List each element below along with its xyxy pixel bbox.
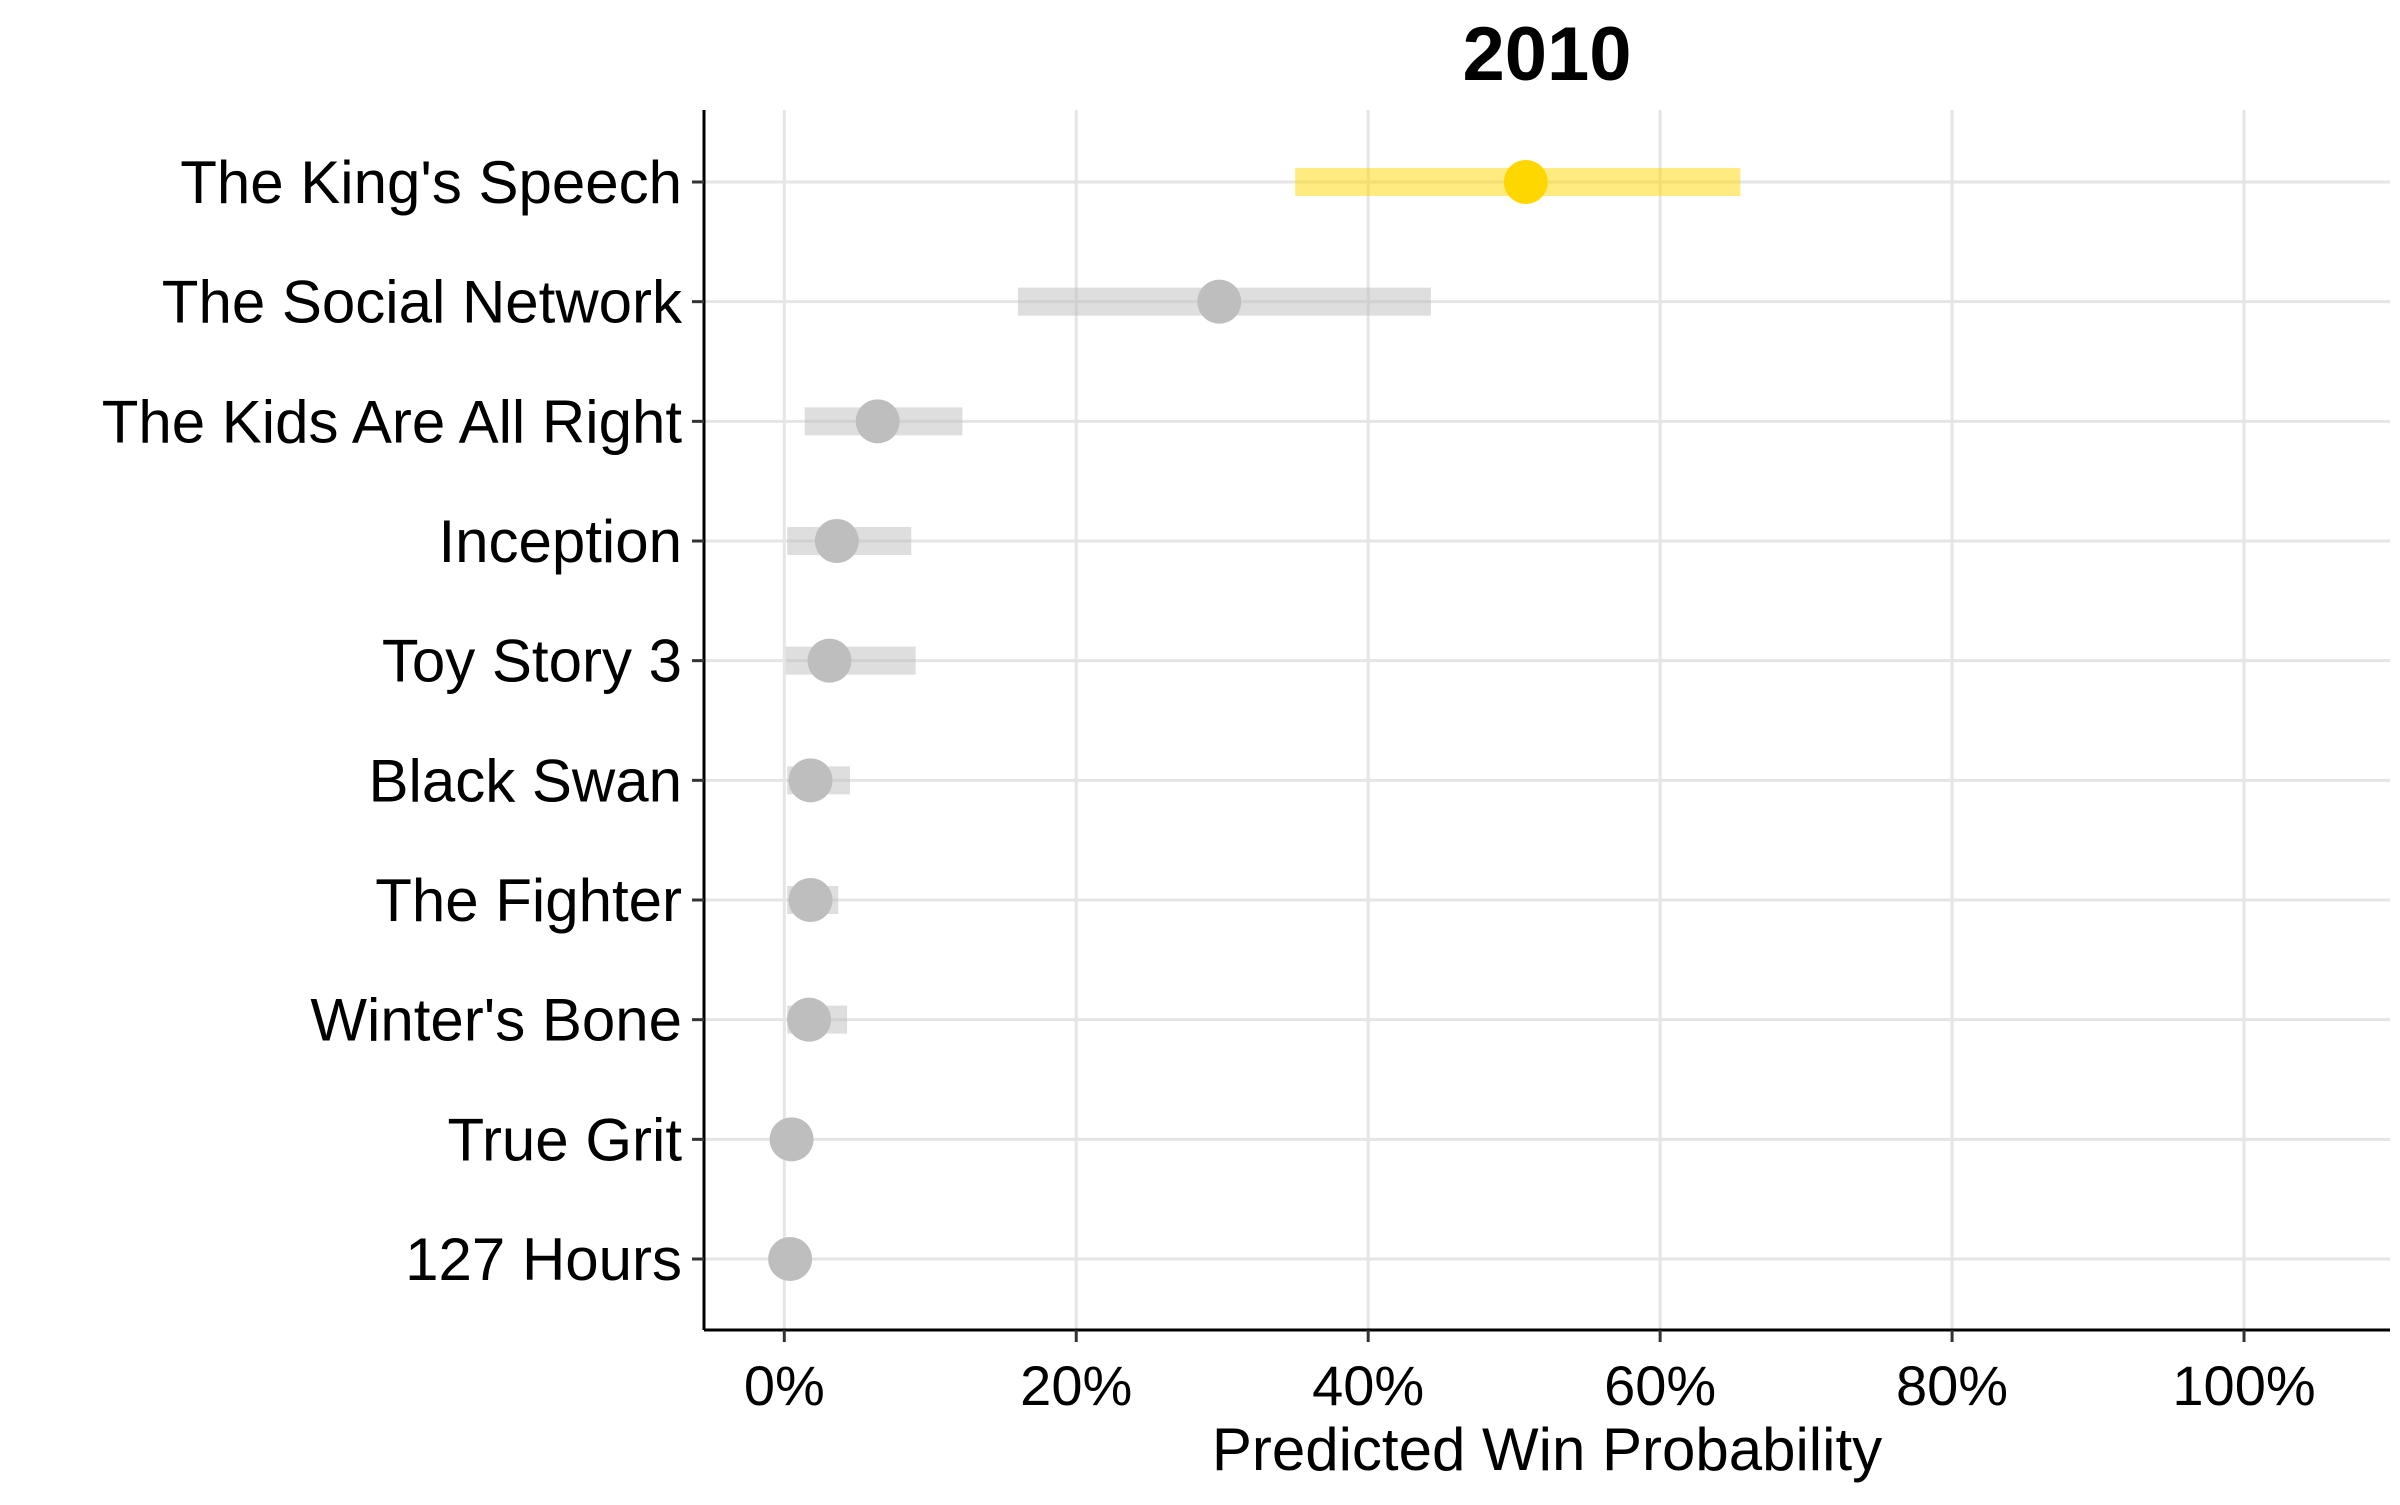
data-point (788, 758, 833, 803)
label-layer: 0% 20% 40% 60% 80% 100% The King's Speech The S… (102, 149, 2316, 1417)
category-label: The King's Speech (180, 149, 682, 216)
category-label: The Social Network (162, 269, 683, 336)
point-layer (768, 160, 1548, 1281)
axis-layer (692, 110, 2390, 1342)
category-label: Inception (438, 508, 682, 575)
x-tick-label: 40% (1312, 1354, 1424, 1417)
x-tick-label: 80% (1896, 1354, 2008, 1417)
data-point (768, 1237, 813, 1281)
category-label: The Fighter (375, 867, 682, 934)
x-axis-title: Predicted Win Probability (1212, 1416, 1882, 1483)
category-label: The Kids Are All Right (102, 388, 683, 455)
x-tick-label: 100% (2172, 1354, 2315, 1417)
interval-layer (784, 168, 1741, 1273)
category-label: Black Swan (369, 747, 682, 814)
data-point (788, 878, 833, 922)
x-tick-label: 60% (1604, 1354, 1716, 1417)
data-point (787, 997, 832, 1042)
data-point (814, 519, 859, 563)
grid-layer (704, 110, 2390, 1330)
category-label: 127 Hours (405, 1226, 682, 1293)
category-label: Toy Story 3 (382, 628, 682, 695)
highlighted-point (1503, 160, 1548, 204)
x-tick-label: 0% (744, 1354, 825, 1417)
data-point (1197, 279, 1242, 324)
category-label: Winter's Bone (310, 987, 682, 1054)
category-label: True Grit (448, 1106, 683, 1173)
chart-title: 2010 (1462, 12, 1631, 97)
data-point (769, 1117, 814, 1162)
x-tick-label: 20% (1020, 1354, 1132, 1417)
data-point (807, 638, 852, 683)
data-point (855, 399, 900, 444)
